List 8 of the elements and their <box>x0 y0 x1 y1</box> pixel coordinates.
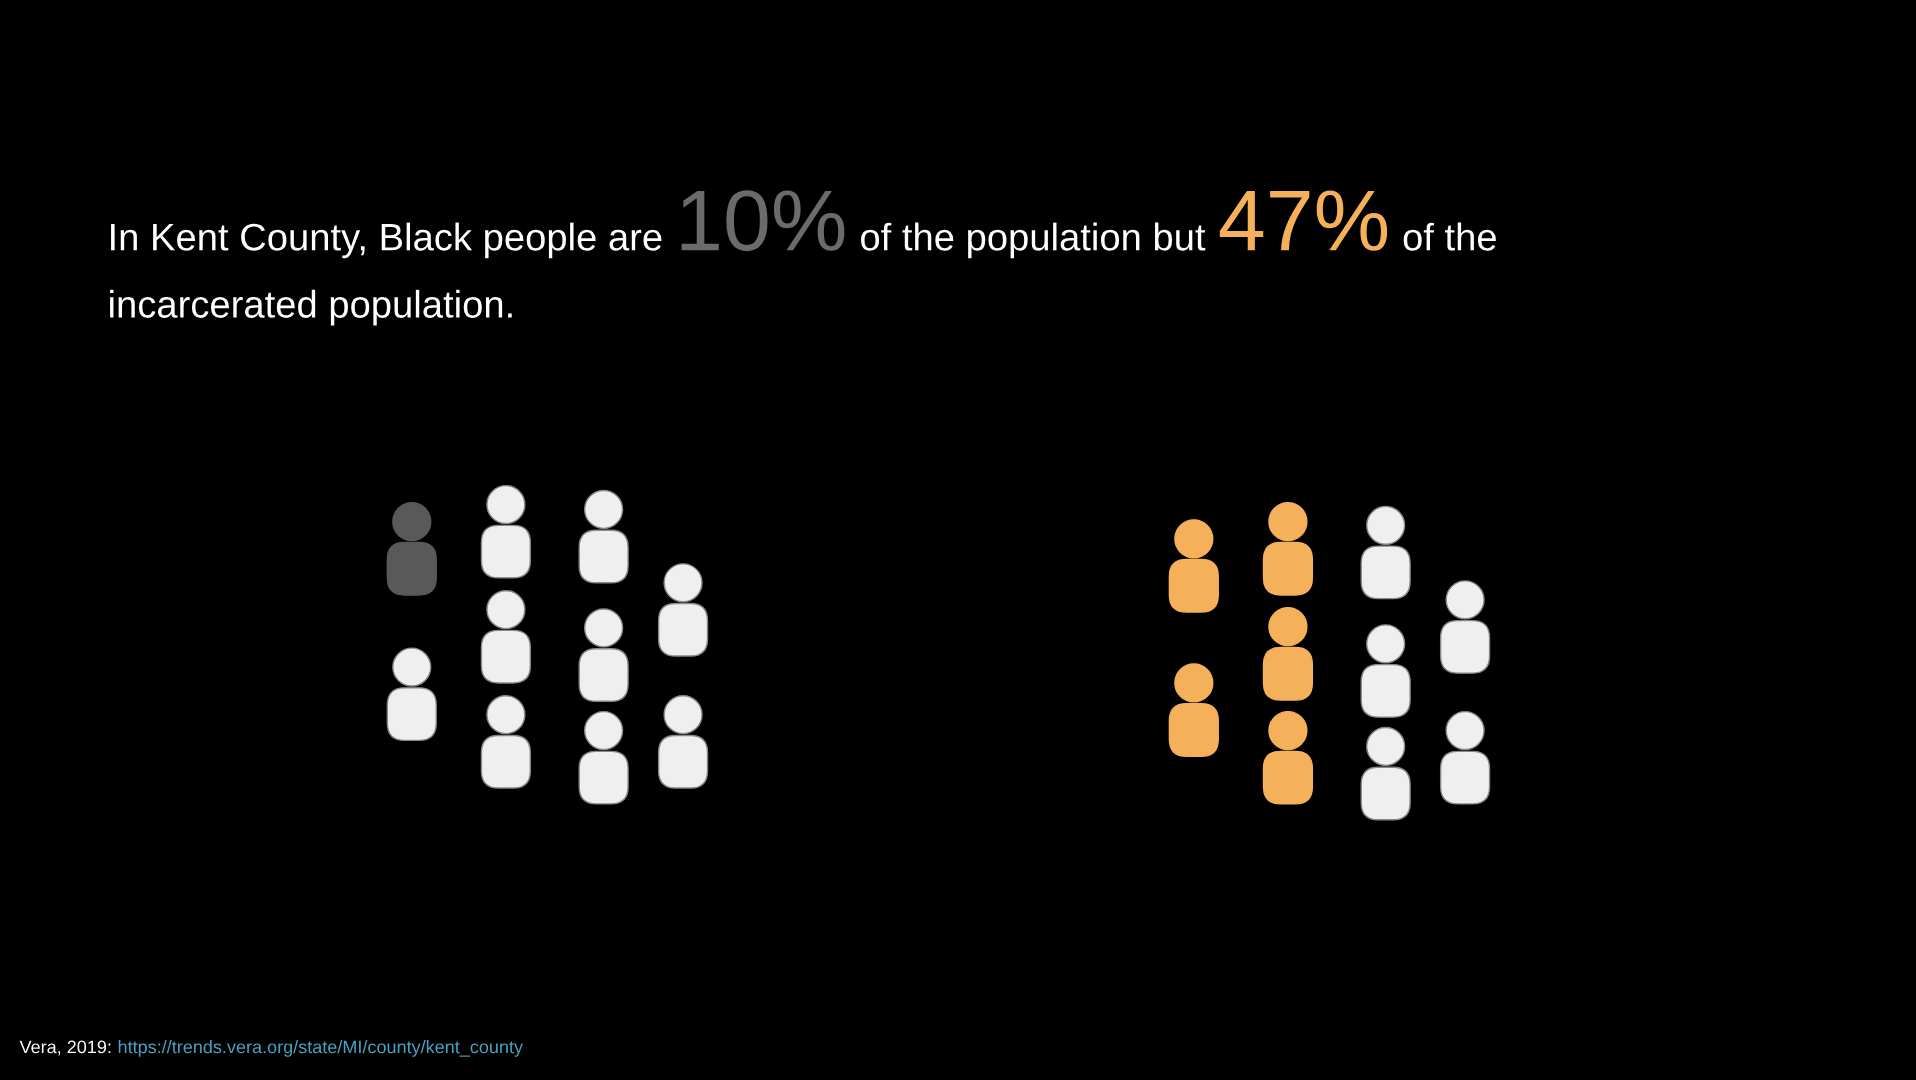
text: https://trends.vera.org/state/MI/county/kent_county <box>118 1040 523 1057</box>
text: In Kent County, Black people are <box>111 222 662 259</box>
data-label: 10% <box>681 190 845 252</box>
text: incarcerated population. <box>110 289 512 326</box>
text: Vera, 2019: <box>19 1040 111 1056</box>
data-label: 47% <box>1219 190 1388 251</box>
text: of the population but <box>861 222 1206 259</box>
text: of the <box>1403 222 1496 251</box>
